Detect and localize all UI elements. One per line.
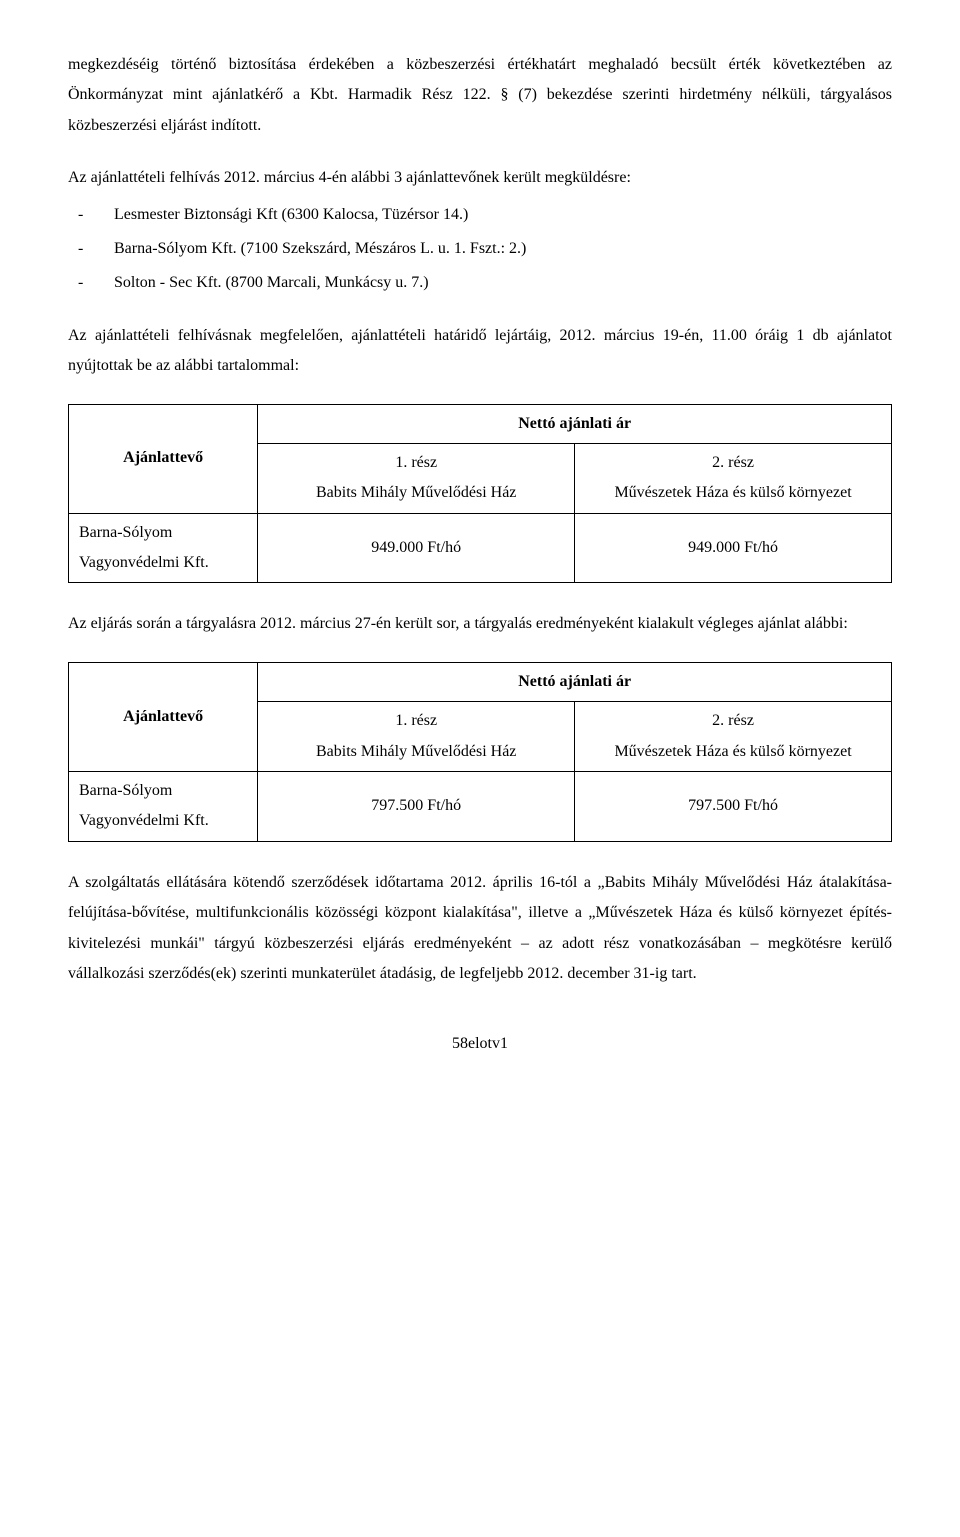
bidder-item: Barna-Sólyom Kft. (7100 Szekszárd, Mészá…	[68, 234, 892, 264]
footer-code: 58elotv1	[68, 1029, 892, 1059]
net-price-header: Nettó ajánlati ár	[258, 662, 892, 701]
bidder-cell: Barna-Sólyom Vagyonvédelmi Kft.	[69, 772, 258, 842]
bidder-item: Solton - Sec Kft. (8700 Marcali, Munkács…	[68, 268, 892, 298]
part2-header-line1: 2. rész	[712, 712, 754, 729]
offer-table-initial: Ajánlattevő Nettó ajánlati ár 1. rész Ba…	[68, 404, 892, 584]
intro-paragraph-2: Az ajánlattételi felhívás 2012. március …	[68, 163, 892, 193]
part2-header-line2: Művészetek Háza és külső környezet	[614, 484, 851, 501]
part1-header-line1: 1. rész	[395, 454, 437, 471]
part2-header-line1: 2. rész	[712, 454, 754, 471]
bidder-list: Lesmester Biztonsági Kft (6300 Kalocsa, …	[68, 200, 892, 299]
closing-paragraph: A szolgáltatás ellátására kötendő szerző…	[68, 868, 892, 990]
part1-header-line1: 1. rész	[395, 712, 437, 729]
part1-header-line2: Babits Mihály Művelődési Ház	[316, 743, 516, 760]
intro-paragraph-1: megkezdéséig történő biztosítása érdekéb…	[68, 50, 892, 141]
offer-table-final: Ajánlattevő Nettó ajánlati ár 1. rész Ba…	[68, 662, 892, 842]
price2-cell: 949.000 Ft/hó	[575, 513, 892, 583]
price1-cell: 797.500 Ft/hó	[258, 772, 575, 842]
mid-paragraph-1: Az ajánlattételi felhívásnak megfelelően…	[68, 321, 892, 382]
bidder-header: Ajánlattevő	[123, 708, 203, 725]
price2-cell: 797.500 Ft/hó	[575, 772, 892, 842]
bidder-cell: Barna-Sólyom Vagyonvédelmi Kft.	[69, 513, 258, 583]
bidder-item: Lesmester Biztonsági Kft (6300 Kalocsa, …	[68, 200, 892, 230]
part2-header-line2: Művészetek Háza és külső környezet	[614, 743, 851, 760]
bidder-header: Ajánlattevő	[123, 449, 203, 466]
price1-cell: 949.000 Ft/hó	[258, 513, 575, 583]
net-price-header: Nettó ajánlati ár	[258, 404, 892, 443]
part1-header-line2: Babits Mihály Művelődési Ház	[316, 484, 516, 501]
mid-paragraph-2: Az eljárás során a tárgyalásra 2012. már…	[68, 609, 892, 639]
